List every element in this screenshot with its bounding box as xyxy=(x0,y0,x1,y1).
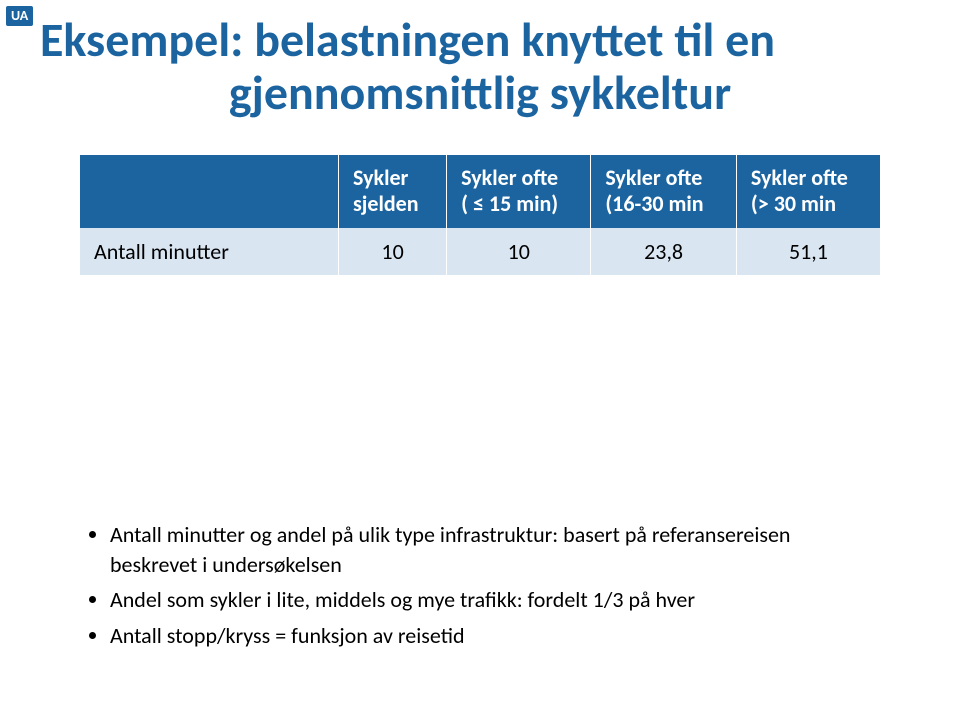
row-0-val-3: 51,1 xyxy=(736,228,880,275)
col-header-empty xyxy=(80,155,339,228)
row-0-val-1: 10 xyxy=(447,228,591,275)
list-item: Andel som sykler i lite, middels og mye … xyxy=(110,585,880,615)
slide-title: Eksempel: belastningen knyttet til en gj… xyxy=(40,14,920,120)
col-header-1: Sykler sjelden xyxy=(339,155,447,228)
data-table: Sykler sjelden Sykler ofte ( ≤ 15 min) S… xyxy=(80,155,880,275)
bullet-list: Antall minutter og andel på ulik type in… xyxy=(88,520,880,651)
ua-badge: UA xyxy=(6,6,33,26)
col-header-2-l1: Sykler ofte xyxy=(461,164,558,191)
col-header-4-l2: (> 30 min xyxy=(751,190,836,217)
list-item: Antall minutter og andel på ulik type in… xyxy=(110,520,880,579)
col-header-3-l1: Sykler ofte xyxy=(605,164,702,191)
row-0-val-0: 10 xyxy=(339,228,447,275)
col-header-4-l1: Sykler ofte xyxy=(751,164,848,191)
col-header-1-l2: sjelden xyxy=(353,190,419,217)
col-header-3-l2: (16-30 min xyxy=(605,190,703,217)
list-item: Antall stopp/kryss = funksjon av reiseti… xyxy=(110,621,880,651)
bullet-list-region: Antall minutter og andel på ulik type in… xyxy=(88,520,880,657)
col-header-3: Sykler ofte (16-30 min xyxy=(591,155,737,228)
col-header-4: Sykler ofte (> 30 min xyxy=(736,155,880,228)
col-header-2: Sykler ofte ( ≤ 15 min) xyxy=(447,155,591,228)
col-header-1-l1: Sykler xyxy=(353,164,408,191)
table-row: Antall minutter 10 10 23,8 51,1 xyxy=(80,228,880,275)
row-0-val-2: 23,8 xyxy=(591,228,737,275)
title-line-2: gjennomsnittlig sykkeltur xyxy=(40,67,920,120)
col-header-2-l2: ( ≤ 15 min) xyxy=(461,190,558,217)
row-0-label: Antall minutter xyxy=(80,228,339,275)
title-line-1: Eksempel: belastningen knyttet til en xyxy=(40,14,920,67)
table-header-row: Sykler sjelden Sykler ofte ( ≤ 15 min) S… xyxy=(80,155,880,228)
